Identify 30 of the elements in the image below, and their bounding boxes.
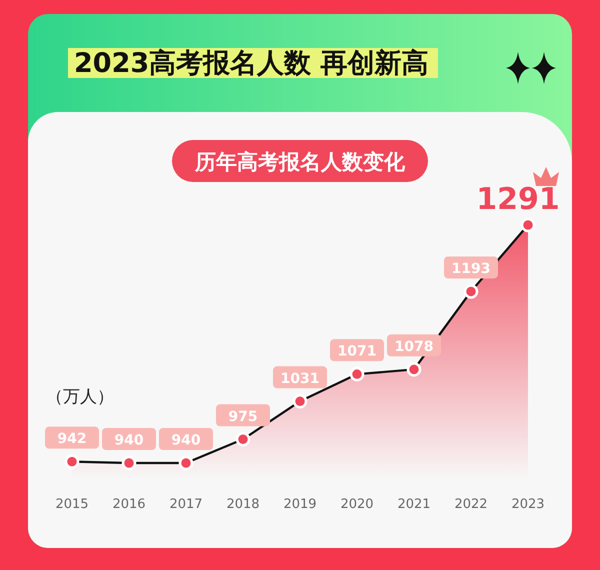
x-tick-label: 2023 <box>511 497 545 512</box>
data-label: 1193 <box>452 260 490 277</box>
point <box>520 218 536 232</box>
chart-subtitle: 历年高考报名人数变化 <box>194 150 406 174</box>
data-label: 940 <box>114 432 144 448</box>
point <box>350 366 364 382</box>
point <box>122 456 136 470</box>
data-label: 1291 <box>476 182 560 217</box>
point <box>236 432 250 447</box>
point <box>464 284 478 299</box>
point <box>64 454 80 469</box>
x-tick-label: 2015 <box>55 497 89 512</box>
x-tick-label: 2021 <box>397 497 431 512</box>
data-label: 975 <box>228 408 258 425</box>
x-tick-label: 2022 <box>454 497 488 512</box>
data-label: 1078 <box>394 338 434 355</box>
data-label: 942 <box>57 431 87 448</box>
x-tick-label: 2018 <box>226 497 260 512</box>
chart-title: 2023高考报名人数 再创新高 <box>74 48 429 79</box>
point <box>178 456 194 470</box>
x-tick-label: 2020 <box>340 497 374 512</box>
data-label: 940 <box>171 432 201 448</box>
x-tick-label: 2016 <box>112 497 146 512</box>
point <box>406 362 422 377</box>
x-tick-label: 2017 <box>169 497 203 512</box>
y-axis-title: （万人） <box>46 387 114 407</box>
point <box>292 394 308 409</box>
x-tick-label: 2019 <box>283 497 317 512</box>
data-label: 1071 <box>338 344 376 360</box>
data-label: 1031 <box>280 370 320 387</box>
